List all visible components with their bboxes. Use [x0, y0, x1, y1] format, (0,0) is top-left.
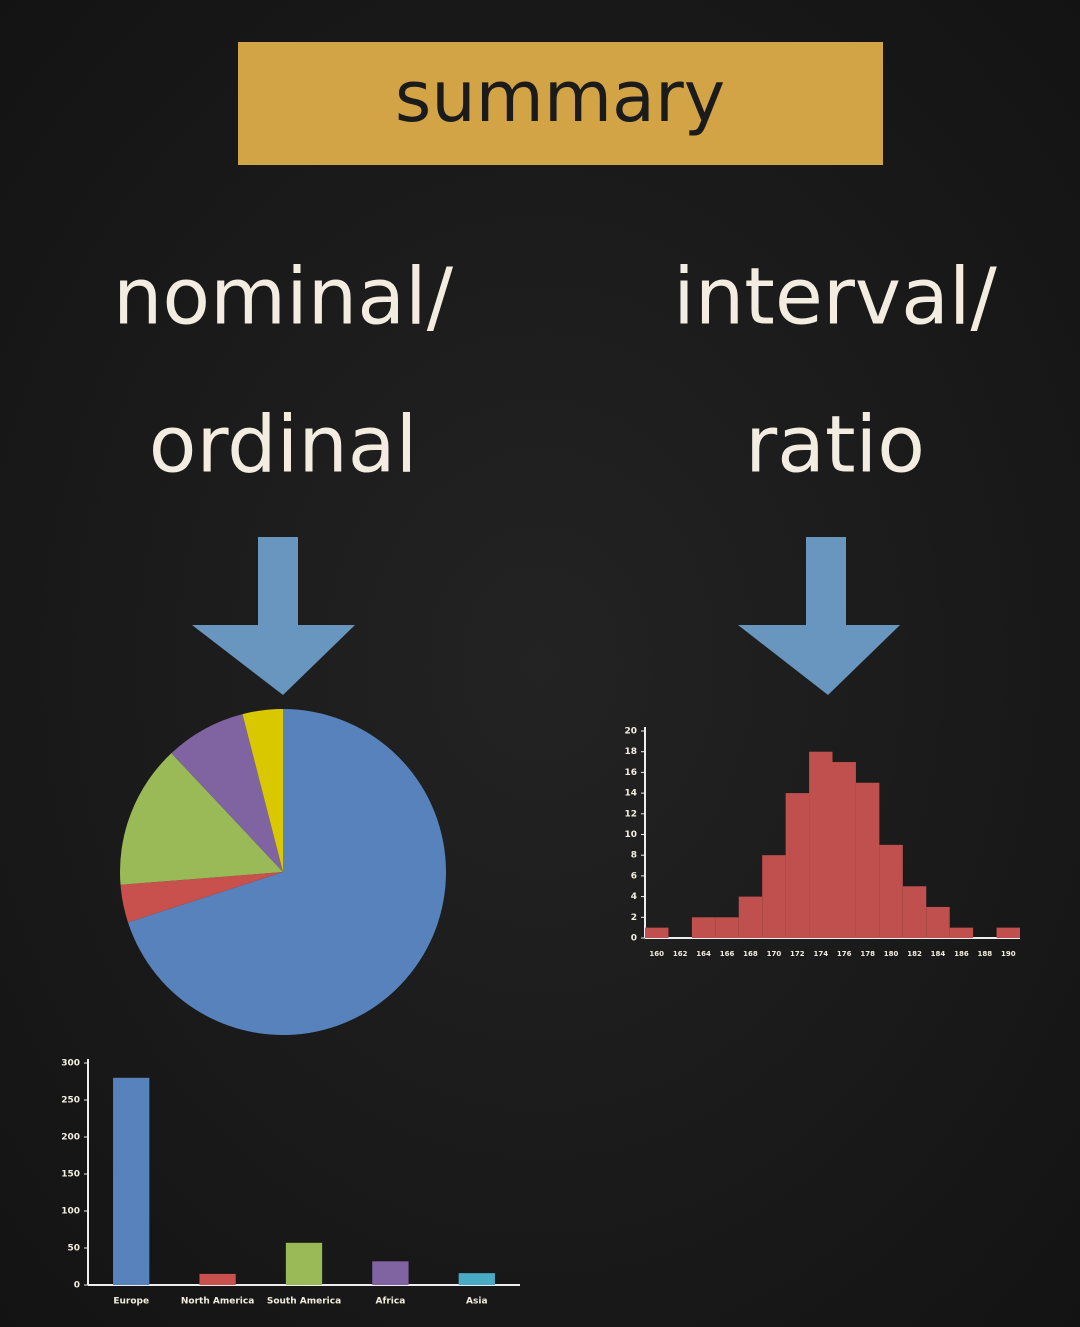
x-tick-label: 186: [954, 950, 969, 958]
bar: [715, 917, 739, 938]
bar: [458, 1273, 495, 1285]
heading-line: nominal/: [113, 252, 454, 342]
y-tick-label: 6: [631, 871, 637, 881]
heading-line: ratio: [745, 400, 925, 490]
y-tick-label: 100: [61, 1207, 80, 1217]
y-tick-label: 50: [67, 1244, 80, 1254]
y-tick-label: 250: [61, 1096, 80, 1106]
title-banner: [238, 42, 883, 165]
pie-slice: [127, 709, 447, 1036]
title: summary: [395, 56, 725, 138]
y-tick-label: 16: [624, 768, 637, 778]
bar: [762, 855, 786, 938]
x-tick-label: 164: [696, 950, 711, 958]
y-tick-label: 18: [624, 747, 637, 757]
y-tick-label: 4: [631, 892, 637, 902]
bar: [372, 1261, 409, 1285]
bar: [691, 917, 716, 938]
bar: [855, 782, 880, 938]
pie-slice: [171, 714, 283, 872]
heading-line: interval/: [673, 252, 997, 342]
x-tick-label: 190: [1001, 950, 1016, 958]
bar: [902, 886, 927, 938]
pie-slice: [120, 872, 283, 923]
y-tick-label: 10: [624, 830, 637, 840]
bar: [738, 896, 763, 938]
x-tick-label: 170: [767, 950, 782, 958]
x-tick-label: Asia: [466, 1297, 487, 1307]
y-tick-label: 14: [624, 789, 637, 799]
bar: [113, 1077, 150, 1285]
bar: [199, 1273, 236, 1285]
bar: [785, 793, 810, 938]
x-tick-label: 160: [649, 950, 664, 958]
x-tick-label: 180: [884, 950, 899, 958]
bar: [926, 906, 950, 938]
y-tick-label: 0: [631, 934, 637, 944]
y-tick-label: 300: [61, 1059, 80, 1069]
bar: [645, 927, 669, 938]
y-tick-label: 0: [74, 1281, 80, 1291]
arrow: [192, 537, 355, 695]
y-tick-label: 12: [624, 809, 637, 819]
x-tick-label: 174: [813, 950, 828, 958]
x-tick-label: 168: [743, 950, 758, 958]
bar: [285, 1242, 323, 1285]
x-tick-label: 182: [907, 950, 922, 958]
y-tick-label: 200: [61, 1133, 80, 1143]
y-tick-label: 2: [631, 913, 637, 923]
heading-line: ordinal: [149, 400, 418, 490]
x-tick-label: 188: [978, 950, 993, 958]
x-tick-label: 178: [860, 950, 875, 958]
x-tick-label: Europe: [113, 1297, 149, 1307]
bar: [996, 927, 1020, 938]
x-tick-label: South America: [267, 1297, 341, 1307]
y-tick-label: 20: [624, 727, 637, 737]
arrow: [738, 537, 900, 695]
x-tick-label: 166: [720, 950, 735, 958]
x-tick-label: 172: [790, 950, 805, 958]
y-tick-label: 8: [631, 851, 637, 861]
bar: [832, 762, 856, 938]
x-tick-label: 176: [837, 950, 852, 958]
y-tick-label: 150: [61, 1170, 80, 1180]
x-tick-label: North America: [181, 1297, 254, 1307]
bar: [809, 751, 833, 938]
bar: [879, 844, 903, 938]
pie-slice: [242, 709, 283, 872]
x-tick-label: 162: [673, 950, 688, 958]
bar: [949, 927, 974, 938]
x-tick-label: Africa: [375, 1297, 405, 1307]
x-tick-label: 184: [931, 950, 946, 958]
pie-slice: [119, 753, 283, 885]
